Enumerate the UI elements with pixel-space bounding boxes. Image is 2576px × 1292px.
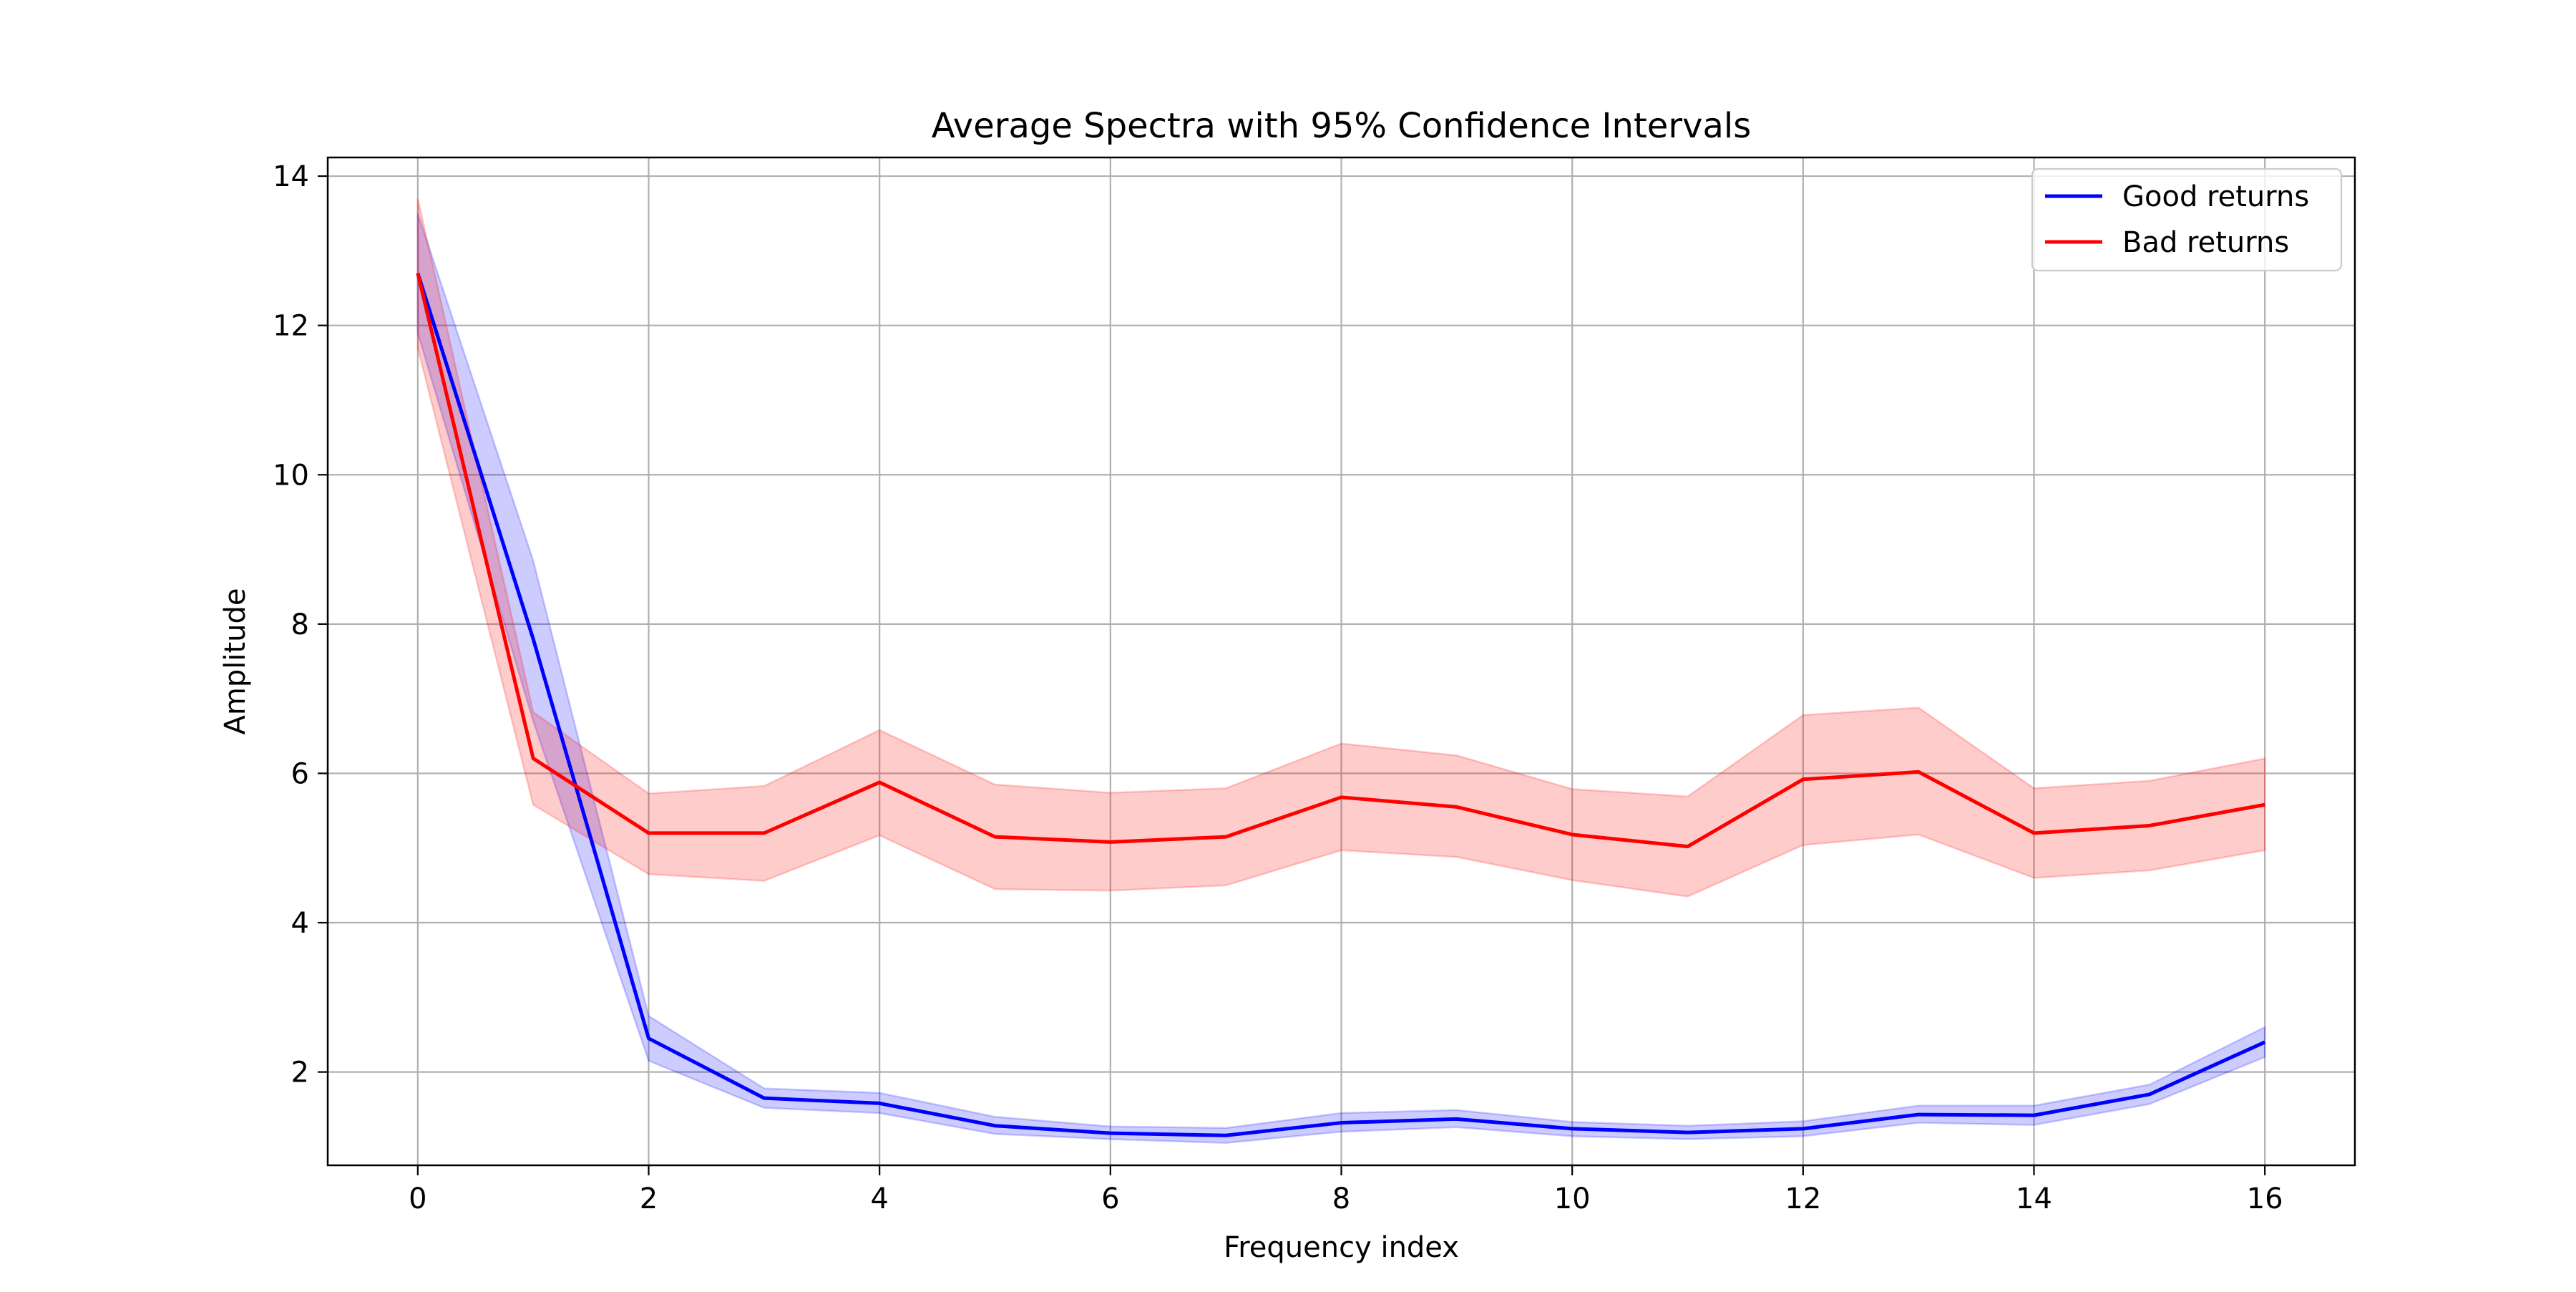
- chart-title: Average Spectra with 95% Confidence Inte…: [932, 106, 1751, 146]
- x-tick-label: 16: [2247, 1182, 2283, 1215]
- y-tick-label: 8: [291, 608, 309, 641]
- x-tick-label: 4: [870, 1182, 888, 1215]
- x-tick-label: 12: [1785, 1182, 1821, 1215]
- bad-returns-line: [416, 273, 2265, 849]
- good-returns-confidence-band: [416, 213, 2266, 1144]
- x-tick-label: 14: [2016, 1182, 2052, 1215]
- x-axis-label: Frequency index: [1224, 1231, 1459, 1264]
- x-tick-label: 2: [640, 1182, 658, 1215]
- y-tick-label: 14: [273, 160, 309, 193]
- bad-returns-legend-label: Bad returns: [2122, 226, 2289, 259]
- series-lines: [416, 272, 2266, 1137]
- x-tick-label: 10: [1554, 1182, 1591, 1215]
- y-tick-label: 2: [291, 1057, 309, 1089]
- x-tick-label: 6: [1101, 1182, 1119, 1215]
- confidence-bands: [416, 198, 2266, 1144]
- y-tick-label: 4: [291, 907, 309, 940]
- y-tick-label: 6: [291, 757, 309, 790]
- y-tick-label: 10: [273, 459, 309, 492]
- axis-ticks: 0 2 4 6 8 10 12 14 16 2 4 6 8 10 12 14: [273, 160, 2283, 1215]
- x-tick-label: 8: [1332, 1182, 1350, 1215]
- y-axis-label: Amplitude: [219, 588, 252, 735]
- good-returns-legend-label: Good returns: [2122, 180, 2309, 213]
- grid: [328, 157, 2355, 1165]
- x-tick-label: 0: [409, 1182, 426, 1215]
- legend-box: [2031, 167, 2343, 272]
- y-tick-label: 12: [273, 310, 309, 343]
- bad-returns-confidence-band: [416, 198, 2266, 898]
- good-returns-line: [416, 272, 2266, 1137]
- legend: Good returns Bad returns: [2031, 167, 2343, 272]
